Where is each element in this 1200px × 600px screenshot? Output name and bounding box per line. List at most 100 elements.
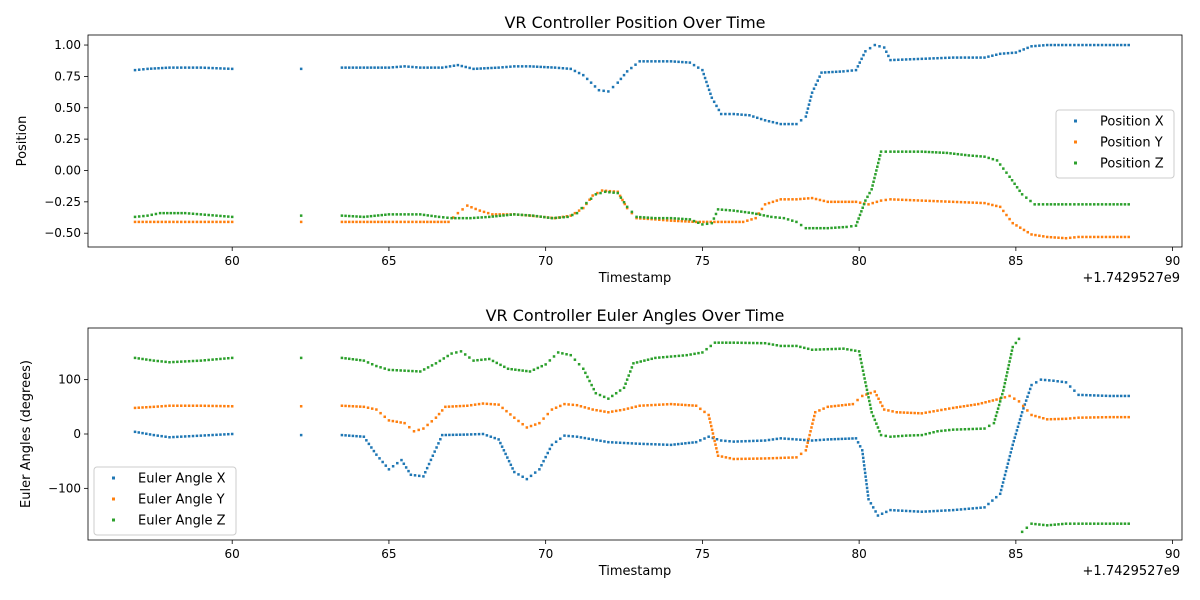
data-point bbox=[840, 437, 844, 441]
data-point bbox=[561, 352, 564, 355]
data-point bbox=[622, 73, 626, 77]
data-point bbox=[344, 66, 347, 69]
data-point bbox=[583, 406, 587, 409]
data-point bbox=[173, 211, 176, 215]
data-point bbox=[872, 180, 875, 184]
data-point bbox=[137, 220, 141, 224]
data-point bbox=[1008, 360, 1011, 363]
data-point bbox=[1057, 43, 1060, 47]
data-point bbox=[861, 206, 864, 209]
data-point bbox=[814, 83, 818, 86]
x-tick-label: 60 bbox=[225, 254, 240, 268]
data-point bbox=[1025, 196, 1028, 199]
data-point bbox=[516, 65, 520, 68]
data-point bbox=[1119, 415, 1123, 419]
data-point bbox=[468, 356, 471, 359]
data-point bbox=[861, 449, 864, 452]
data-point bbox=[687, 220, 691, 223]
data-point bbox=[873, 390, 877, 393]
data-point bbox=[1033, 203, 1036, 206]
data-point bbox=[1068, 43, 1072, 47]
data-point bbox=[407, 65, 410, 68]
data-point bbox=[616, 81, 620, 84]
data-point bbox=[778, 216, 781, 219]
data-point bbox=[823, 71, 827, 74]
data-point bbox=[351, 434, 355, 438]
data-point bbox=[191, 66, 195, 69]
data-point bbox=[767, 438, 771, 442]
data-point bbox=[999, 488, 1003, 492]
data-point bbox=[710, 96, 714, 99]
data-point bbox=[759, 439, 763, 442]
data-point bbox=[380, 213, 384, 217]
data-point bbox=[1108, 235, 1112, 239]
data-point bbox=[187, 66, 191, 69]
data-point bbox=[141, 357, 144, 361]
data-point bbox=[775, 456, 779, 460]
data-point bbox=[487, 357, 491, 361]
data-point bbox=[1029, 199, 1032, 203]
data-point bbox=[858, 445, 862, 448]
data-point bbox=[145, 220, 148, 224]
data-point bbox=[1089, 394, 1092, 397]
data-point bbox=[367, 442, 371, 446]
data-point bbox=[619, 77, 623, 81]
data-point bbox=[629, 370, 632, 373]
data-point bbox=[932, 430, 935, 434]
data-point bbox=[594, 193, 598, 196]
data-point bbox=[611, 85, 615, 89]
data-point bbox=[133, 68, 137, 72]
data-point bbox=[763, 439, 767, 442]
data-point bbox=[736, 341, 739, 344]
data-point bbox=[509, 413, 512, 416]
data-point bbox=[455, 405, 458, 408]
data-point bbox=[858, 61, 862, 64]
data-point bbox=[168, 436, 171, 439]
data-point bbox=[442, 216, 445, 219]
data-point bbox=[602, 89, 605, 93]
data-point bbox=[215, 214, 218, 217]
legend-label: Position X bbox=[1100, 115, 1164, 130]
data-point bbox=[484, 358, 487, 361]
data-point bbox=[854, 224, 858, 227]
data-point bbox=[900, 198, 904, 202]
data-point bbox=[661, 355, 665, 359]
data-point bbox=[991, 399, 995, 402]
data-point bbox=[719, 112, 723, 116]
data-point bbox=[465, 216, 468, 220]
data-point bbox=[681, 354, 685, 357]
data-point bbox=[928, 510, 931, 513]
data-point bbox=[1096, 522, 1100, 525]
data-point bbox=[539, 65, 542, 69]
data-point bbox=[1053, 523, 1056, 526]
data-point bbox=[900, 58, 904, 61]
data-point bbox=[940, 200, 943, 203]
data-point bbox=[164, 220, 167, 224]
data-point bbox=[955, 200, 959, 204]
data-point bbox=[1096, 416, 1100, 419]
data-point bbox=[904, 198, 908, 202]
data-point bbox=[478, 209, 482, 212]
data-point bbox=[1000, 485, 1004, 488]
data-point bbox=[1049, 417, 1053, 421]
data-point bbox=[387, 468, 391, 471]
data-point bbox=[995, 159, 999, 162]
data-point bbox=[230, 220, 234, 224]
data-point bbox=[142, 214, 145, 218]
data-point bbox=[454, 216, 457, 220]
data-point bbox=[1020, 530, 1024, 534]
data-point bbox=[433, 66, 437, 69]
data-point bbox=[191, 434, 195, 438]
data-point bbox=[1057, 236, 1060, 239]
data-point bbox=[1112, 203, 1115, 206]
data-point bbox=[975, 154, 978, 158]
data-point bbox=[963, 201, 967, 204]
data-point bbox=[176, 211, 180, 215]
data-point bbox=[920, 57, 924, 61]
y-tick-label: 0.00 bbox=[54, 163, 81, 177]
data-point bbox=[618, 194, 622, 198]
data-point bbox=[736, 113, 739, 116]
data-point bbox=[732, 440, 735, 443]
data-point bbox=[979, 201, 982, 205]
data-point bbox=[1007, 458, 1011, 462]
